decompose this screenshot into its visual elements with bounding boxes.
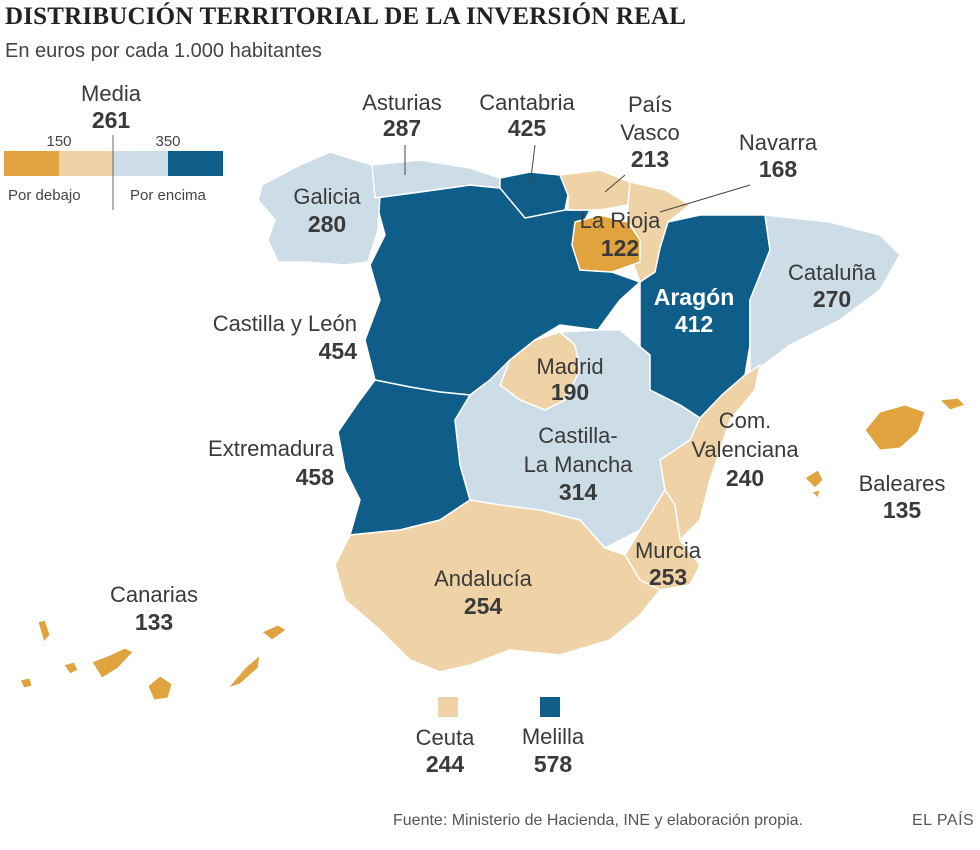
legend-swatch-below-mean [59, 151, 113, 176]
legend-media-label: Media [81, 81, 142, 106]
region-la-rioja[interactable] [571, 214, 641, 273]
region-andalucia[interactable] [334, 499, 661, 673]
label-ceuta-value: 244 [426, 751, 465, 777]
legend: Media 261 150 350 Por debajo Por encima [4, 81, 223, 210]
leader-lines [404, 144, 751, 213]
label-cantabria-value: 425 [508, 115, 547, 141]
label-galicia-name: Galicia [293, 184, 361, 209]
menorca-shape [938, 397, 966, 411]
mallorca-shape [864, 404, 926, 451]
label-valenciana-value: 240 [726, 465, 764, 491]
label-clm-name-line1: Castilla- [538, 423, 617, 448]
label-extremadura-value: 458 [296, 464, 335, 490]
label-extremadura-name: Extremadura [208, 436, 335, 461]
label-pais-vasco-name-line1: País [628, 92, 672, 117]
region-extremadura[interactable] [337, 379, 471, 536]
region-labels: Asturias 287 Cantabria 425 País Vasco 21… [110, 90, 945, 777]
label-melilla-name: Melilla [522, 724, 585, 749]
legend-below-label: Por debajo [8, 187, 81, 204]
legend-threshold-high: 350 [155, 133, 180, 150]
label-aragon-name: Aragón [654, 284, 735, 310]
label-aragon-value: 412 [675, 311, 713, 337]
canarias-island-lanzarote [261, 624, 287, 641]
canarias-island-la-gomera [63, 661, 79, 675]
label-murcia-value: 253 [649, 564, 687, 590]
region-cataluna[interactable] [749, 214, 901, 376]
legend-threshold-low: 150 [46, 133, 71, 150]
leader-line-cantabria [529, 144, 536, 187]
label-la-rioja-name: La Rioja [580, 208, 661, 233]
region-melilla[interactable] [540, 697, 560, 717]
region-ceuta[interactable] [438, 697, 458, 717]
label-clm-name-line2: La Mancha [524, 452, 634, 477]
ibiza-shape [804, 469, 824, 489]
region-galicia[interactable] [257, 151, 381, 266]
source-note: Fuente: Ministerio de Hacienda, INE y el… [393, 812, 803, 829]
label-murcia-name: Murcia [635, 538, 702, 563]
label-madrid-name: Madrid [536, 354, 603, 379]
leader-line-navarra [659, 184, 751, 213]
canarias-island-el-hierro [19, 677, 33, 689]
region-canarias[interactable] [19, 619, 287, 701]
label-baleares-value: 135 [883, 497, 922, 523]
region-baleares[interactable] [804, 397, 966, 499]
label-asturias-name: Asturias [362, 90, 441, 115]
label-cataluna-value: 270 [813, 286, 851, 312]
label-andalucia-value: 254 [464, 593, 503, 619]
label-canarias-value: 133 [135, 609, 173, 635]
label-pais-vasco-value: 213 [631, 146, 669, 172]
leader-line-pais-vasco [604, 174, 626, 193]
label-asturias-value: 287 [383, 115, 421, 141]
map-subtitle: En euros por cada 1.000 habitantes [5, 40, 322, 62]
label-galicia-value: 280 [308, 211, 346, 237]
canarias-island-tenerife [91, 647, 134, 679]
label-cantabria-name: Cantabria [479, 90, 575, 115]
legend-swatch-high [168, 151, 223, 176]
label-madrid-value: 190 [551, 379, 589, 405]
formentera-shape [811, 489, 821, 499]
canarias-island-la-palma [37, 619, 51, 644]
label-navarra-value: 168 [759, 156, 798, 182]
region-cantabria[interactable] [499, 171, 569, 219]
label-clm-value: 314 [559, 479, 598, 505]
legend-swatch-above-mean [113, 151, 168, 176]
label-baleares-name: Baleares [859, 471, 946, 496]
label-canarias-name: Canarias [110, 582, 198, 607]
canarias-island-gran-canaria [147, 675, 173, 701]
canarias-island-fuerteventura [226, 653, 261, 690]
label-pais-vasco-name-line2: Vasco [620, 120, 680, 145]
legend-media-value: 261 [92, 107, 131, 133]
label-valenciana-name-line2: Valenciana [691, 437, 799, 462]
label-melilla-value: 578 [534, 751, 573, 777]
label-cataluna-name: Cataluña [788, 260, 877, 285]
label-navarra-name: Navarra [739, 130, 818, 155]
legend-swatch-low [4, 151, 59, 176]
label-castilla-leon-value: 454 [319, 338, 358, 364]
label-la-rioja-value: 122 [601, 235, 639, 261]
label-andalucia-name: Andalucía [434, 566, 533, 591]
label-castilla-leon-name: Castilla y León [213, 311, 357, 336]
region-pais-vasco[interactable] [559, 169, 631, 211]
legend-above-label: Por encima [130, 187, 207, 204]
region-murcia[interactable] [624, 489, 701, 591]
map-title: DISTRIBUCIÓN TERRITORIAL DE LA INVERSIÓN… [5, 3, 687, 30]
regions [257, 151, 901, 673]
label-ceuta-name: Ceuta [416, 725, 475, 750]
label-valenciana-name-line1: Com. [719, 408, 772, 433]
publisher-brand: EL PAÍS [912, 812, 975, 829]
